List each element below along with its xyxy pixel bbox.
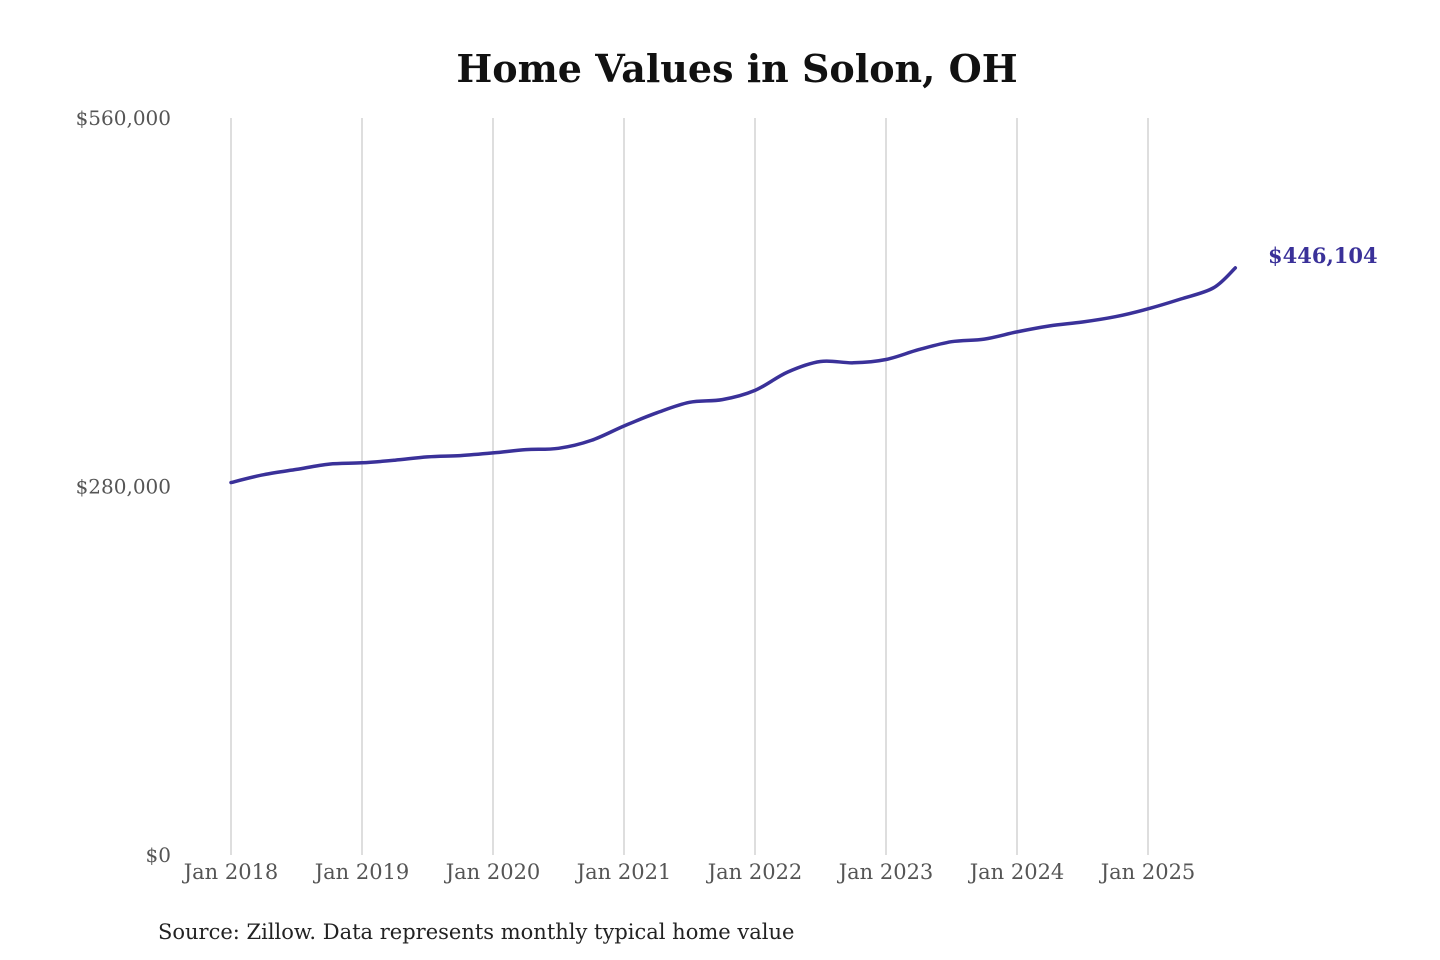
x-tick-label: Jan 2021 [575, 860, 672, 884]
gridlines [230, 118, 1149, 855]
x-tick-label: Jan 2024 [968, 860, 1065, 884]
source-note: Source: Zillow. Data represents monthly … [158, 920, 794, 944]
x-tick-label: Jan 2025 [1099, 860, 1196, 884]
series-line-0 [229, 266, 1238, 485]
x-tick-label: Jan 2020 [444, 860, 541, 884]
chart-title: Home Values in Solon, OH [456, 46, 1017, 91]
x-tick-label: Jan 2023 [837, 860, 934, 884]
end-value-label: $446,104 [1268, 243, 1378, 268]
series-layer [229, 266, 1238, 485]
y-tick-label: $280,000 [76, 475, 171, 499]
x-tick-label: Jan 2019 [313, 860, 410, 884]
y-tick-label: $0 [146, 843, 171, 867]
y-axis-ticks: $0 $280,000 $560,000 [76, 106, 171, 867]
x-tick-label: Jan 2018 [182, 860, 279, 884]
x-tick-label: Jan 2022 [706, 860, 803, 884]
y-tick-label: $560,000 [76, 106, 171, 130]
x-axis-ticks: Jan 2018 Jan 2019 Jan 2020 Jan 2021 Jan 2022… [182, 860, 1196, 884]
